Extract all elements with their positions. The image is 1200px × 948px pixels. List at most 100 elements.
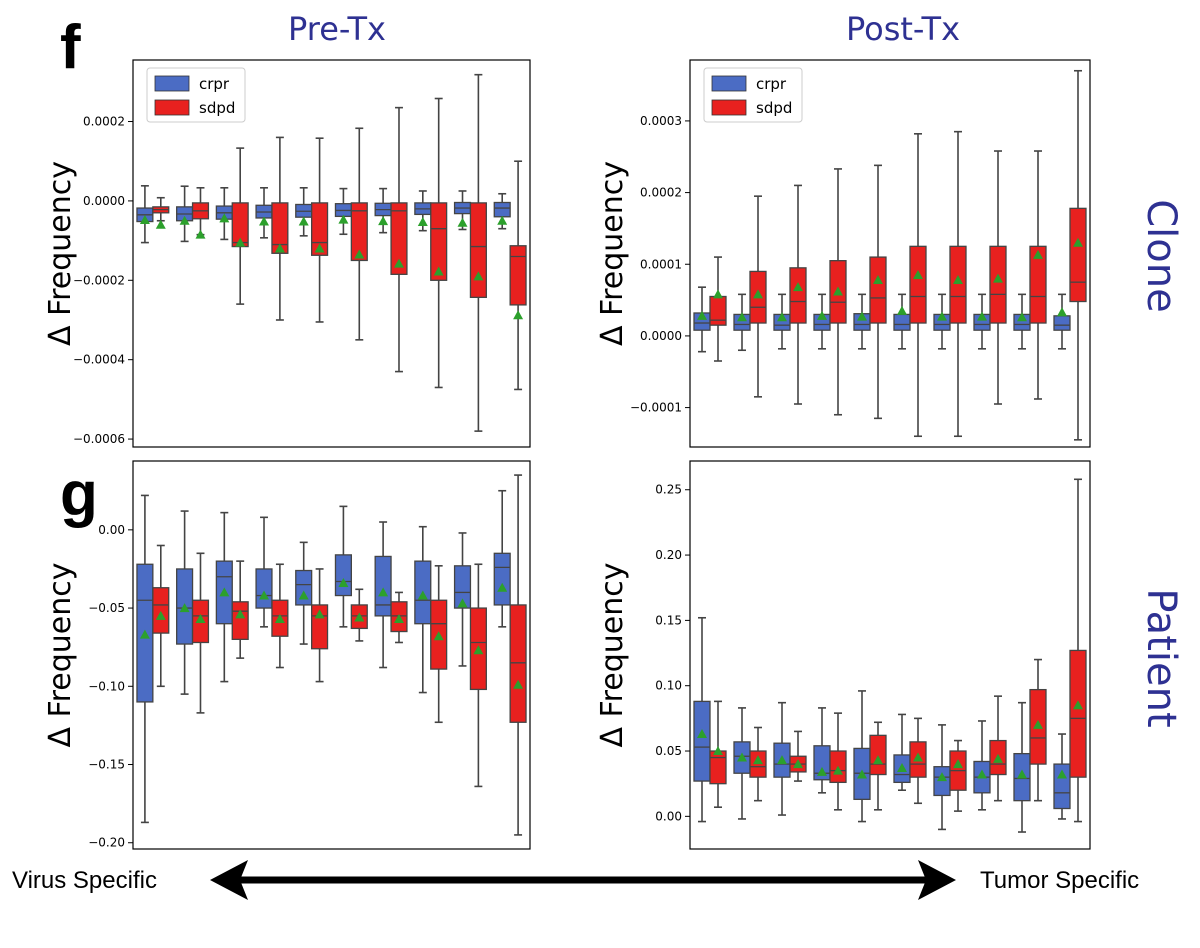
mean-marker xyxy=(457,217,468,227)
mean-marker xyxy=(817,766,827,776)
crpr-box-9 xyxy=(453,532,472,667)
chart-clone-pre-tx: 0.0002 0.0000 −0.0002 −0.0004 −0.0006 Δ Frequ… xyxy=(43,59,531,448)
sdpd-box-10 xyxy=(1069,69,1087,441)
sdpd-box-3 xyxy=(231,560,249,659)
sdpd-box-6 xyxy=(909,717,927,805)
y-tick-label: 0.15 xyxy=(655,613,682,627)
iqr-box xyxy=(350,202,368,262)
mean-marker xyxy=(513,310,524,320)
crpr-box-8 xyxy=(414,190,432,232)
iqr-box xyxy=(493,552,511,606)
y-tick-label: 0.00 xyxy=(98,523,125,537)
iqr-box xyxy=(1029,245,1047,324)
crpr-box-10 xyxy=(493,489,511,628)
legend-swatch-crpr xyxy=(711,75,747,92)
iqr-box xyxy=(693,700,711,782)
iqr-box xyxy=(1053,315,1071,331)
y-tick-label: −0.0002 xyxy=(73,273,125,287)
mean-marker xyxy=(1057,769,1067,779)
mean-marker xyxy=(155,610,166,620)
crpr-box-2 xyxy=(176,510,194,695)
mean-marker xyxy=(897,305,907,315)
sdpd-box-7 xyxy=(390,106,408,373)
mean-marker xyxy=(139,629,150,639)
mean-marker xyxy=(417,216,428,226)
mean-marker xyxy=(873,755,883,765)
legend-label-crpr: crpr xyxy=(199,75,230,93)
sdpd-box-6 xyxy=(350,588,368,642)
sdpd-box-9 xyxy=(1029,658,1047,802)
crpr-box-6 xyxy=(893,713,911,792)
sdpd-box-5 xyxy=(310,137,329,323)
y-tick-label: −0.10 xyxy=(88,679,125,693)
iqr-box xyxy=(1053,763,1071,810)
sdpd-box-6 xyxy=(909,133,927,438)
mean-marker xyxy=(473,271,484,281)
y-tick-label: 0.0001 xyxy=(640,257,682,271)
arrow-head-right xyxy=(918,860,956,900)
mean-marker xyxy=(235,609,246,619)
mean-marker xyxy=(378,216,389,226)
chart-patient-pre-tx: 0.00 −0.05 −0.10 −0.15 −0.20 Δ Frequency xyxy=(43,460,531,850)
mean-marker xyxy=(1033,719,1043,729)
iqr-box xyxy=(255,568,273,609)
legend-swatch-crpr xyxy=(154,75,190,92)
chart-patient-post-tx: 0.25 0.20 0.15 0.10 0.05 0.00 Δ Frequency xyxy=(595,460,1091,850)
plot-frame xyxy=(689,460,1091,850)
mean-marker xyxy=(953,759,963,769)
iqr-box xyxy=(1069,649,1087,778)
mean-marker xyxy=(314,609,325,619)
crpr-box-3 xyxy=(773,701,791,816)
y-axis-label: Δ Frequency xyxy=(43,562,78,747)
iqr-box xyxy=(453,565,472,609)
crpr-box-2 xyxy=(176,185,194,243)
mean-marker xyxy=(433,631,444,641)
col-title-pre-tx: Pre-Tx xyxy=(288,10,386,48)
crpr-box-2 xyxy=(733,707,751,820)
mean-marker xyxy=(195,229,206,239)
crpr-box-4 xyxy=(255,516,273,628)
legend-label-crpr: crpr xyxy=(756,75,787,93)
mean-marker xyxy=(697,310,707,320)
arrow-head-left xyxy=(210,860,248,900)
iqr-box xyxy=(334,554,353,597)
iqr-box xyxy=(469,202,487,299)
sdpd-box-5 xyxy=(310,568,329,683)
iqr-box xyxy=(509,604,527,723)
crpr-box-1 xyxy=(693,286,711,353)
y-tick-label: 0.0003 xyxy=(640,114,682,128)
mean-marker xyxy=(393,614,404,624)
mean-marker xyxy=(155,219,166,229)
sdpd-box-7 xyxy=(949,739,967,812)
crpr-box-7 xyxy=(933,293,951,350)
sdpd-box-10 xyxy=(509,474,527,836)
sdpd-box-6 xyxy=(350,127,368,341)
crpr-box-8 xyxy=(973,720,991,811)
crpr-box-6 xyxy=(334,187,353,236)
y-axis-label: Δ Frequency xyxy=(43,161,78,346)
crpr-box-10 xyxy=(1053,733,1071,820)
crpr-box-7 xyxy=(933,724,951,831)
crpr-box-8 xyxy=(414,525,432,694)
mean-marker xyxy=(354,612,365,622)
mean-marker xyxy=(777,755,787,765)
sdpd-box-8 xyxy=(989,695,1007,802)
legend: crpr sdpd xyxy=(146,67,246,123)
iqr-box xyxy=(869,734,887,776)
sdpd-box-2 xyxy=(191,552,210,714)
crpr-box-9 xyxy=(1013,293,1031,350)
crpr-box-3 xyxy=(215,511,233,683)
mean-marker xyxy=(1073,237,1083,247)
mean-marker xyxy=(457,598,468,608)
legend-swatch-sdpd xyxy=(711,99,747,116)
plot-frame xyxy=(132,59,531,448)
mean-marker xyxy=(753,755,763,765)
mean-marker xyxy=(259,590,270,600)
crpr-box-9 xyxy=(453,190,472,231)
crpr-box-5 xyxy=(295,541,313,645)
sdpd-box-9 xyxy=(469,73,487,432)
mean-marker xyxy=(793,759,803,769)
sdpd-box-2 xyxy=(749,726,767,802)
sdpd-box-1 xyxy=(709,256,727,362)
